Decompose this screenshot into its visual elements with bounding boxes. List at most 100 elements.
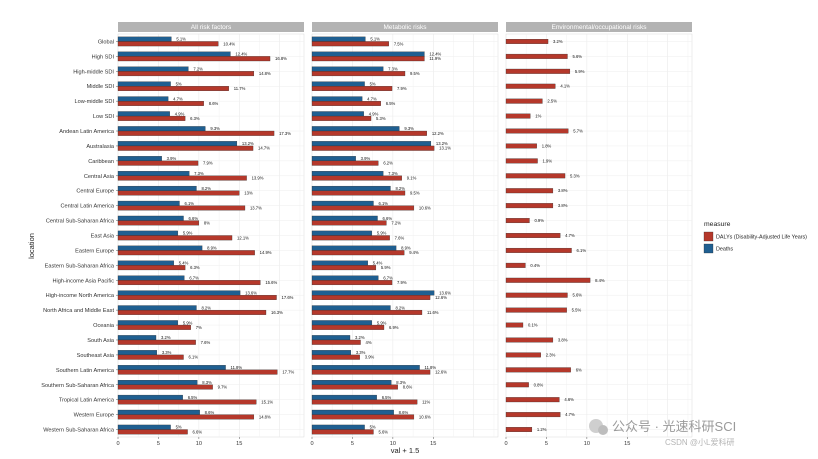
data-label: 4.9% xyxy=(175,111,185,116)
bar-dalys-high-income-north-america xyxy=(311,295,431,300)
bar-dalys-global xyxy=(311,41,389,47)
bar-dalys-australasia xyxy=(505,143,537,149)
data-label: 5.3% xyxy=(570,173,580,178)
bar-deaths-central-sub-saharan-africa xyxy=(117,215,184,221)
data-label: 3.3% xyxy=(162,350,172,355)
bar-dalys-western-europe xyxy=(117,414,255,420)
data-label: 8.2% xyxy=(201,305,211,310)
bar-deaths-oceania xyxy=(311,320,372,326)
bar-deaths-central-europe xyxy=(117,185,197,191)
data-label: 6.1% xyxy=(189,355,199,360)
data-label: 6.6% xyxy=(193,429,203,434)
bar-deaths-southern-latin-america xyxy=(311,365,420,370)
data-label: 5% xyxy=(370,81,376,86)
bar-deaths-east-asia xyxy=(311,230,372,236)
bar-deaths-middle-sdi xyxy=(117,81,171,87)
x-tick-label: 5 xyxy=(351,441,354,447)
data-label: 5.1% xyxy=(370,37,380,42)
bar-dalys-low-sdi xyxy=(311,115,372,121)
data-label: 17.6% xyxy=(282,295,294,300)
legend-items: DALYs (Disability-Adjusted Life Years) De… xyxy=(703,231,807,254)
data-label: 11% xyxy=(422,399,430,404)
bar-deaths-andean-latin-america xyxy=(117,126,206,132)
data-label: 4.7% xyxy=(565,233,575,238)
data-label: 2.5% xyxy=(547,99,557,104)
data-label: 4.9% xyxy=(369,111,379,116)
y-tick-label: Western Sub-Saharan Africa xyxy=(43,428,115,434)
bar-dalys-central-europe xyxy=(311,190,406,196)
bar-dalys-western-europe xyxy=(505,412,561,418)
bar-dalys-high-sdi xyxy=(505,53,568,59)
bar-dalys-high-income-asia-pacific xyxy=(505,277,591,283)
bar-dalys-tropical-latin-america xyxy=(117,399,257,405)
data-label: 6.6% xyxy=(189,216,199,221)
bar-dalys-southern-sub-saharan-africa xyxy=(311,384,398,390)
bar-deaths-central-europe xyxy=(311,185,391,191)
bar-dalys-southern-sub-saharan-africa xyxy=(505,382,529,388)
data-label: 5.6% xyxy=(572,293,582,298)
facet-strip xyxy=(506,22,692,32)
x-tick-label: 15 xyxy=(430,441,436,447)
bar-deaths-western-sub-saharan-africa xyxy=(117,424,171,430)
panel-metabolic-risks: Metabolic risks 5.1% 12.4% 7.3% 5% 4.7% 4.9% 9.… xyxy=(310,22,499,447)
data-label: 3.3% xyxy=(356,350,366,355)
bar-dalys-eastern-sub-saharan-africa xyxy=(311,265,377,271)
data-label: 0.8% xyxy=(534,382,544,387)
bar-dalys-east-asia xyxy=(311,235,390,241)
data-label: 3.9% xyxy=(167,156,177,161)
bar-dalys-high-income-asia-pacific xyxy=(311,280,393,286)
data-label: 4.7% xyxy=(173,96,183,101)
y-tick-label: Central Asia xyxy=(84,174,115,180)
data-label: 8.9% xyxy=(401,246,411,251)
data-label: 5.6% xyxy=(572,54,582,59)
data-label: 12.2% xyxy=(432,131,444,136)
bar-dalys-high-middle-sdi xyxy=(505,68,571,74)
y-tick-label: Caribbean xyxy=(88,159,114,165)
data-label: 4.1% xyxy=(560,84,570,89)
data-label: 12.6% xyxy=(435,370,447,375)
data-label: 5.9% xyxy=(381,265,391,270)
y-tick-label: East Asia xyxy=(91,234,115,240)
data-label: 3.2% xyxy=(553,39,563,44)
y-tick-label: Low SDI xyxy=(93,114,115,120)
data-label: 5.7% xyxy=(573,129,583,134)
bar-dalys-high-sdi xyxy=(311,56,425,62)
bar-deaths-eastern-sub-saharan-africa xyxy=(311,260,368,266)
bar-deaths-caribbean xyxy=(117,156,162,162)
bar-dalys-western-sub-saharan-africa xyxy=(117,429,188,435)
data-label: 6.5% xyxy=(386,101,396,106)
data-label: 6.3% xyxy=(190,265,200,270)
bar-dalys-low-middle-sdi xyxy=(117,101,204,106)
data-label: 0.9% xyxy=(534,218,544,223)
bar-deaths-australasia xyxy=(311,141,432,147)
data-label: 8.3% xyxy=(202,380,212,385)
x-tick-label: 0 xyxy=(504,441,507,447)
data-label: 0.4% xyxy=(530,263,540,268)
bar-deaths-global xyxy=(117,36,172,42)
bar-dalys-andean-latin-america xyxy=(117,130,275,136)
bar-deaths-central-asia xyxy=(311,171,384,176)
data-label: 4.7% xyxy=(367,96,377,101)
bar-deaths-low-sdi xyxy=(311,111,364,117)
bar-deaths-southeast-asia xyxy=(117,350,157,356)
data-label: 9.3% xyxy=(404,126,414,131)
bar-deaths-caribbean xyxy=(311,156,356,162)
x-tick-label: 15 xyxy=(624,441,630,447)
data-label: 8.3% xyxy=(396,380,406,385)
x-tick-label: 10 xyxy=(196,441,202,447)
data-label: 5.9% xyxy=(377,231,387,236)
data-label: 17.7% xyxy=(282,370,294,375)
facet-title: All risk factors xyxy=(191,24,232,31)
y-tick-label: Australasia xyxy=(86,144,115,150)
data-label: 7% xyxy=(196,325,202,330)
panel-all-risk-factors: All risk factors 5.1% 12.4% 7.2% 5% 4.7% 4.9% 9… xyxy=(116,22,305,447)
data-label: 7.2% xyxy=(391,220,401,225)
y-tick-label: Low-middle SDI xyxy=(75,99,115,105)
y-tick-label: North Africa and Middle East xyxy=(43,308,114,314)
bar-dalys-middle-sdi xyxy=(505,83,556,89)
bar-dalys-southeast-asia xyxy=(117,354,184,360)
data-label: 13% xyxy=(244,191,253,196)
data-label: 12.6% xyxy=(435,295,447,300)
data-label: 3.8% xyxy=(558,337,568,342)
